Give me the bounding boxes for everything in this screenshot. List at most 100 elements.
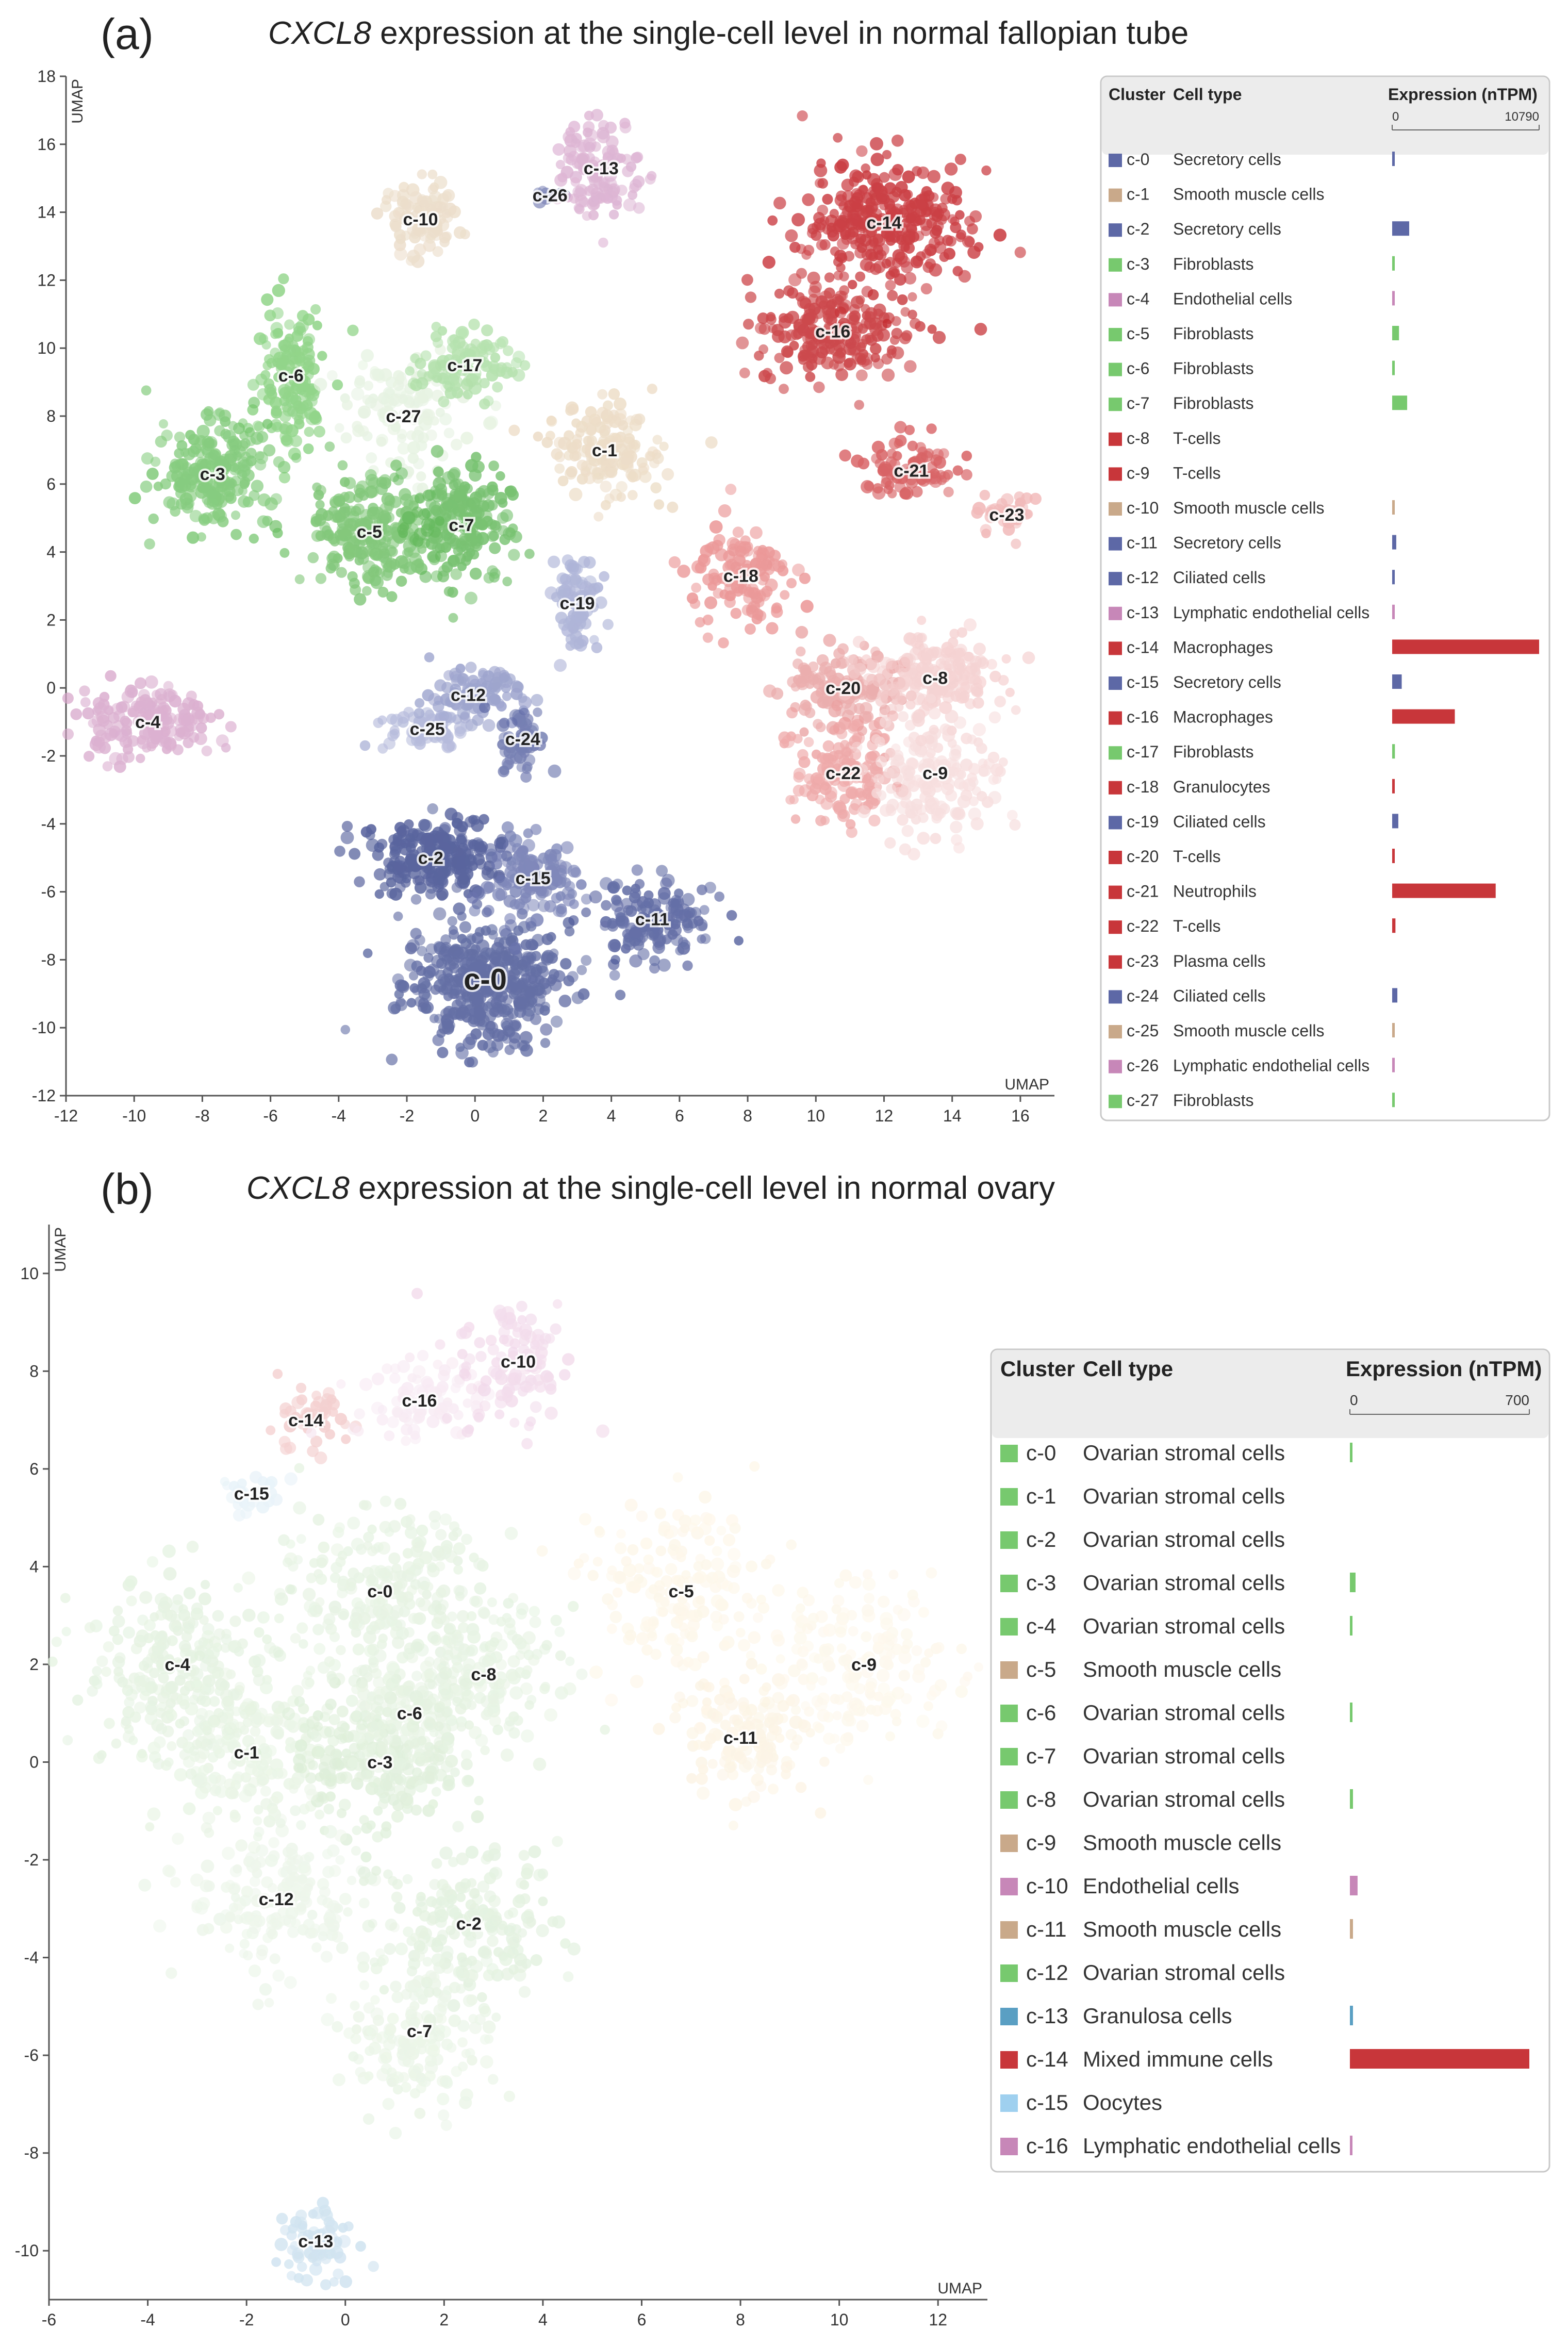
legend-swatch (1109, 188, 1122, 202)
cell-point (437, 890, 448, 901)
cell-point (440, 730, 454, 744)
cell-point (464, 1057, 475, 1068)
cell-point (478, 814, 489, 825)
cell-point (976, 742, 987, 754)
cell-point (407, 546, 420, 558)
cell-point (423, 953, 434, 963)
cell-point (658, 892, 671, 905)
cell-point (813, 673, 826, 685)
cell-point (214, 485, 225, 497)
cell-point (394, 989, 404, 999)
cell-point (803, 737, 814, 748)
legend-swatch (1109, 467, 1122, 481)
legend-cell-type: Secretory cells (1173, 220, 1281, 238)
cell-point (974, 323, 987, 336)
cell-point (780, 590, 790, 600)
cell-point (489, 542, 501, 554)
x-tick-label: 16 (1011, 1106, 1030, 1125)
cell-point (453, 1542, 466, 1555)
cell-point (940, 193, 951, 205)
cell-point (569, 899, 579, 910)
umap-plot-a: -12 -10 -8 -6 -4 -2 0 2 4 6 8 10 12 14 16-12-10-8-6-4-… (32, 67, 1054, 1125)
legend-cluster-id: c-23 (1127, 952, 1159, 970)
cell-point (447, 1007, 459, 1019)
x-tick-label: -2 (239, 2310, 254, 2329)
cell-point (350, 584, 361, 596)
cell-point (271, 407, 283, 419)
legend-cell-type: T-cells (1173, 429, 1220, 448)
cell-point (849, 310, 861, 322)
cell-point (576, 590, 590, 604)
cell-point (433, 907, 447, 921)
cell-point (203, 406, 214, 417)
cell-point (730, 607, 742, 619)
cell-point (205, 713, 216, 723)
cell-point (225, 721, 237, 733)
legend-cluster-id: c-20 (1127, 847, 1159, 866)
cell-point (409, 971, 419, 981)
cell-point (656, 865, 668, 877)
cluster-label-c-2: c-2 (418, 849, 443, 868)
cell-point (481, 324, 493, 337)
cell-point (917, 832, 930, 845)
cell-point (400, 493, 414, 507)
cell-point (785, 795, 795, 805)
cell-point (634, 879, 645, 889)
cell-point (604, 121, 617, 134)
legend-cell-type: Fibroblasts (1173, 742, 1254, 761)
cell-point (480, 971, 490, 982)
cell-point (581, 955, 592, 966)
legend-expression-bar (1392, 395, 1408, 410)
cell-point (540, 1023, 553, 1036)
cell-point (892, 773, 903, 784)
cell-point (437, 193, 450, 205)
cell-point (825, 344, 835, 355)
legend-cell-type: Fibroblasts (1173, 324, 1254, 343)
cell-point (461, 986, 474, 1000)
cell-point (844, 358, 853, 368)
cell-point (936, 214, 947, 225)
cell-point (302, 1588, 316, 1601)
cell-point (970, 817, 984, 831)
cell-point (405, 942, 417, 954)
cell-point (439, 1615, 450, 1625)
cell-point (1014, 246, 1026, 258)
legend-swatch (1109, 606, 1122, 620)
cell-point (459, 713, 471, 724)
cell-point (736, 336, 749, 350)
cell-point (441, 1018, 453, 1030)
cell-point (449, 974, 462, 987)
cell-point (422, 872, 436, 886)
legend-cluster-id: c-13 (1127, 603, 1159, 622)
cell-point (304, 426, 315, 437)
cell-point (447, 554, 460, 568)
cluster-label-c-26: c-26 (533, 186, 568, 206)
cell-point (608, 959, 620, 970)
cell-point (449, 1521, 460, 1532)
cell-point (406, 939, 420, 952)
cell-point (964, 216, 976, 227)
cell-point (773, 196, 786, 210)
cell-point (458, 328, 468, 338)
x-tick-label: -8 (195, 1106, 209, 1125)
cell-point (988, 711, 1001, 724)
cell-point (499, 717, 510, 729)
cell-point (393, 911, 403, 921)
cell-point (762, 368, 773, 378)
cell-point (883, 312, 895, 324)
cell-point (525, 917, 537, 929)
cell-point (436, 1028, 446, 1038)
cell-point (340, 831, 354, 845)
cell-point (291, 453, 302, 463)
cell-point (718, 504, 732, 518)
cell-point (410, 928, 422, 939)
cell-point (568, 584, 581, 597)
cell-point (453, 846, 463, 857)
cell-point (930, 227, 942, 239)
cell-point (242, 1571, 256, 1585)
cell-point (395, 575, 407, 587)
cell-point (337, 460, 348, 471)
y-tick-label: -8 (24, 2144, 39, 2162)
cell-point (493, 878, 505, 889)
cell-point (973, 642, 986, 655)
